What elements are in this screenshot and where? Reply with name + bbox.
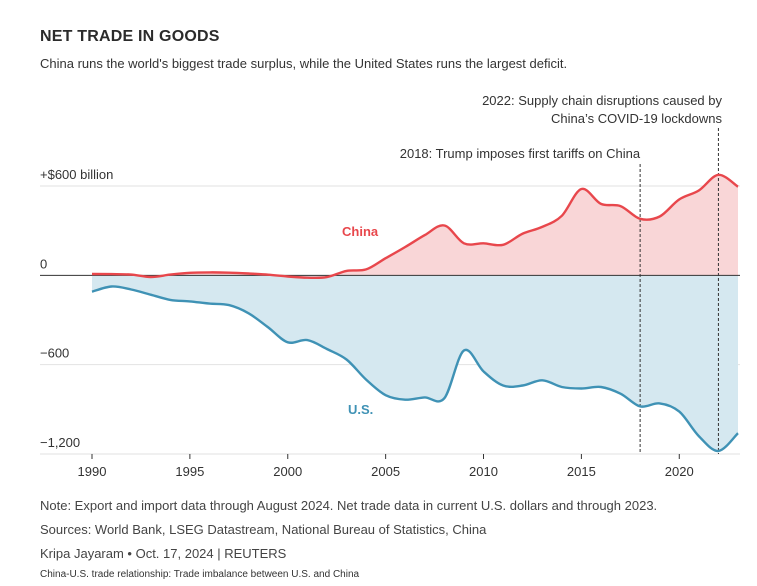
annotation-text-2018-0: 2018: Trump imposes first tariffs on Chi… — [400, 146, 641, 161]
x-tick-label-2005: 2005 — [371, 464, 400, 479]
y-tick-label-3: −1,200 — [40, 435, 80, 450]
x-tick-label-2015: 2015 — [567, 464, 596, 479]
chart-title: NET TRADE IN GOODS — [40, 28, 220, 45]
series-area-us — [92, 275, 738, 452]
series-line-us — [91, 285, 739, 453]
series-line-china — [91, 173, 739, 280]
x-tick-label-2000: 2000 — [273, 464, 302, 479]
y-tick-label-1: 0 — [40, 256, 47, 271]
x-tick-label-1990: 1990 — [78, 464, 107, 479]
net-trade-chart: +$600 billion 0 −600 −1,200 2018: Trump impo… — [40, 93, 740, 479]
annotation-text-2022-1: China’s COVID-19 lockdowns — [551, 111, 722, 126]
chart-note: Note: Export and import data through Aug… — [40, 498, 658, 513]
series-label-us: U.S. — [348, 402, 373, 417]
x-tick-label-1995: 1995 — [175, 464, 204, 479]
chart-sources: Sources: World Bank, LSEG Datastream, Na… — [40, 522, 487, 537]
series-area-china — [92, 174, 738, 278]
x-tick-label-2010: 2010 — [469, 464, 498, 479]
series-label-china: China — [342, 224, 379, 239]
chart-subtitle: China runs the world's biggest trade sur… — [40, 56, 568, 71]
annotation-text-2022-0: 2022: Supply chain disruptions caused by — [482, 93, 722, 108]
image-caption: China-U.S. trade relationship: Trade imb… — [40, 569, 360, 580]
x-tick-label-2020: 2020 — [665, 464, 694, 479]
chart-byline: Kripa Jayaram • Oct. 17, 2024 | REUTERS — [40, 546, 287, 561]
y-tick-label-0: +$600 billion — [40, 167, 113, 182]
y-tick-label-2: −600 — [40, 346, 69, 361]
